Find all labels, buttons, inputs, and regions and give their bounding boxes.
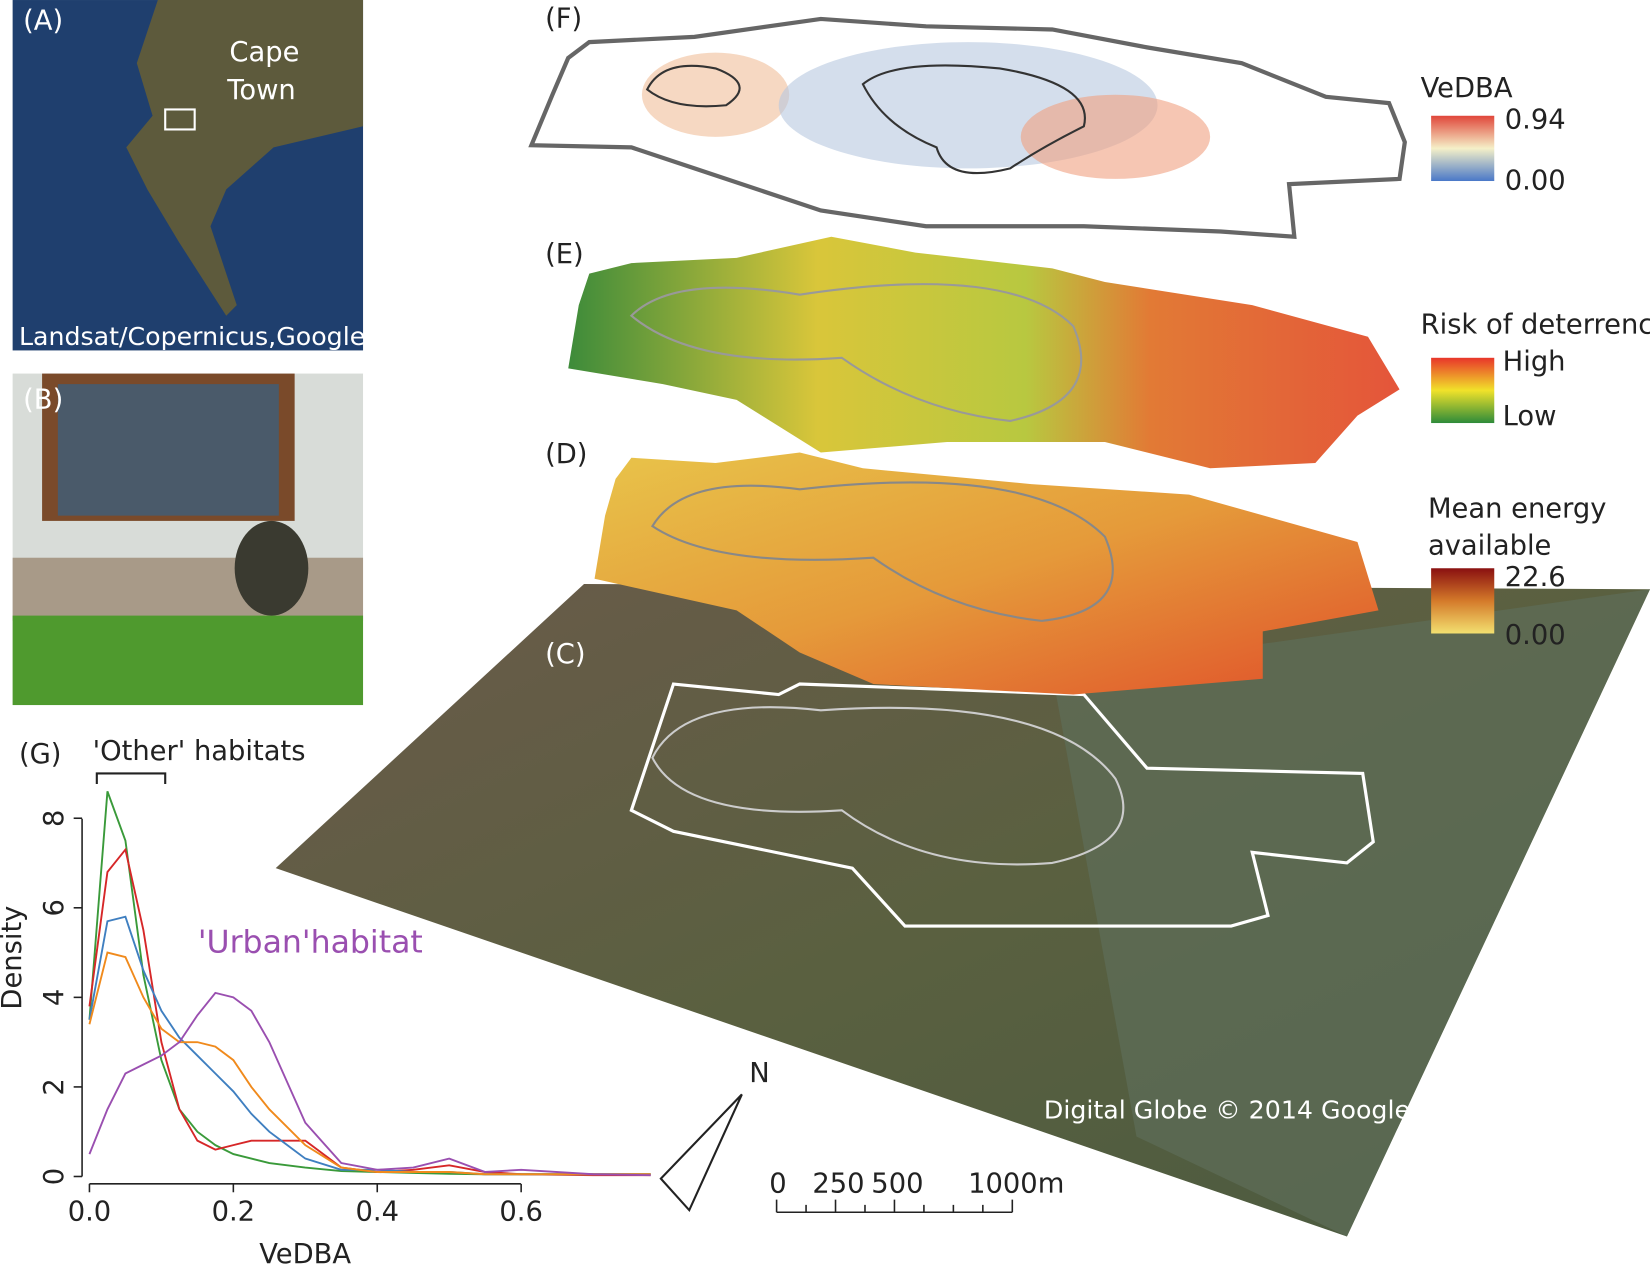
- north-arrow: N: [659, 1058, 770, 1213]
- x-tick-label: 0.6: [499, 1197, 543, 1228]
- grass: [12, 615, 364, 706]
- legend-low: 0.00: [1505, 165, 1566, 196]
- density-line: [88, 951, 651, 1176]
- contour: [629, 283, 1083, 423]
- legend-title: Mean energy: [1428, 494, 1606, 525]
- contour: [651, 481, 1114, 622]
- colorbar: [1431, 115, 1495, 182]
- panel-e: (E) Risk of deterrence High Low: [545, 236, 1650, 469]
- land: [126, 0, 364, 316]
- window: [57, 384, 279, 516]
- suburbs: [1052, 589, 1650, 1237]
- vedba-cells: [1020, 94, 1211, 179]
- panel-label: (G): [19, 739, 62, 770]
- scale-label: 250: [812, 1168, 864, 1199]
- bracket: [95, 772, 167, 784]
- panel-label: (C): [545, 639, 585, 670]
- panel-b: (B): [12, 373, 364, 706]
- legend-low: 0.00: [1505, 620, 1566, 651]
- arrow-left: [659, 1093, 743, 1213]
- y-tick-label: 8: [39, 810, 70, 827]
- scale-bar: 0 250 500 1000m: [769, 1168, 1064, 1214]
- y-tick-label: 4: [39, 989, 70, 1006]
- risk-map: [568, 236, 1400, 469]
- vedba-cells: [641, 52, 790, 137]
- legend-title: available: [1428, 531, 1551, 562]
- x-axis-title: VeDBA: [259, 1239, 351, 1267]
- legend-high: 22.6: [1505, 562, 1566, 593]
- panel-g: (G) 'Other' habitats 'Urban'habitat VeDB…: [0, 736, 651, 1267]
- legend-high: 0.94: [1505, 104, 1566, 135]
- north-label: N: [749, 1058, 769, 1089]
- scale-label: 0: [769, 1168, 786, 1199]
- x-tick-label: 0.2: [212, 1197, 256, 1228]
- y-axis-title: Density: [0, 906, 28, 1010]
- scale-label: 1000m: [968, 1168, 1064, 1199]
- contour: [861, 64, 1086, 175]
- credit: Landsat/Copernicus,Google: [19, 322, 365, 351]
- density-line: [88, 847, 651, 1177]
- panel-label: (E): [545, 239, 584, 270]
- study-box: [164, 108, 196, 131]
- panel-label: (F): [545, 3, 582, 34]
- contour: [651, 706, 1125, 866]
- y-tick-label: 0: [39, 1168, 70, 1185]
- home-range: [629, 682, 1375, 928]
- legend-title: Risk of deterrence: [1421, 310, 1650, 341]
- panel-label: (B): [23, 384, 63, 415]
- colorbar: [1431, 357, 1495, 424]
- density-line: [88, 991, 651, 1177]
- scale-label: 500: [871, 1168, 923, 1199]
- y-tick-label: 2: [39, 1078, 70, 1095]
- y-tick-label: 6: [39, 899, 70, 916]
- arrow-right: [689, 1094, 742, 1211]
- panel-label: (D): [545, 439, 587, 470]
- panel-c: (C) Digital Globe © 2014 Google: [275, 584, 1650, 1237]
- colorbar: [1431, 568, 1495, 634]
- energy-map: [594, 452, 1379, 695]
- legend-low: Low: [1503, 401, 1557, 432]
- scale-ticks: [775, 1199, 1014, 1214]
- contour: [645, 64, 741, 108]
- panel-a: (A) Cape Town Landsat/Copernicus,Google: [12, 0, 365, 351]
- legend-high: High: [1503, 346, 1566, 377]
- city-label: Cape: [229, 37, 299, 68]
- x-tick-label: 0.0: [68, 1197, 112, 1228]
- x-tick-label: 0.4: [355, 1197, 398, 1228]
- annotation: 'Other' habitats: [93, 736, 306, 767]
- wall: [12, 557, 364, 621]
- legend-title: VeDBA: [1421, 73, 1513, 104]
- baboon: [234, 520, 309, 616]
- annotation: 'Urban'habitat: [198, 924, 423, 960]
- panel-f: (F) VeDBA 0.94 0.00: [528, 3, 1566, 240]
- credit: Digital Globe © 2014 Google: [1044, 1096, 1410, 1125]
- panel-label: (A): [23, 5, 63, 36]
- panel-d: (D) Mean energy available 22.6 0.00: [545, 439, 1606, 695]
- city-label: Town: [226, 75, 295, 106]
